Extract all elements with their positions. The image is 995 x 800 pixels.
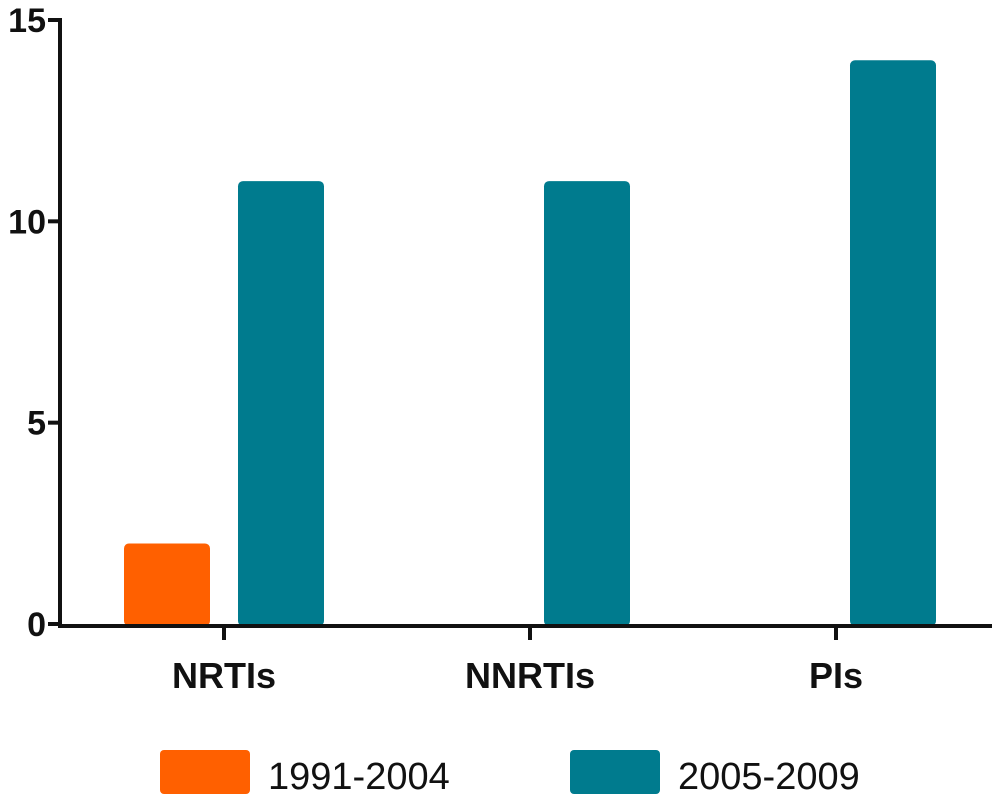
- bar-1991-2004-NRTIs: [124, 543, 210, 626]
- y-tick-label: 15: [8, 2, 46, 40]
- category-label: NNRTIs: [465, 655, 595, 696]
- y-ticks-group: 0 5 10 15: [8, 2, 60, 644]
- category-label: PIs: [809, 655, 863, 696]
- bar-2005-2009-PIs: [850, 60, 936, 627]
- y-tick-label: 5: [27, 405, 46, 443]
- legend-label: 2005-2009: [678, 756, 860, 798]
- x-ticks-group: NRTIs NNRTIs PIs: [172, 626, 863, 696]
- legend-swatch: [570, 750, 660, 794]
- y-tick-label: 0: [27, 606, 46, 644]
- category-label: NRTIs: [172, 655, 276, 696]
- bar-2005-2009-NNRTIs: [544, 181, 630, 627]
- bars-group: [124, 60, 936, 627]
- y-tick-label: 10: [8, 203, 46, 241]
- legend: 1991-2004 2005-2009: [160, 750, 860, 798]
- bar-2005-2009-NRTIs: [238, 181, 324, 627]
- legend-swatch: [160, 750, 250, 794]
- legend-label: 1991-2004: [268, 756, 450, 798]
